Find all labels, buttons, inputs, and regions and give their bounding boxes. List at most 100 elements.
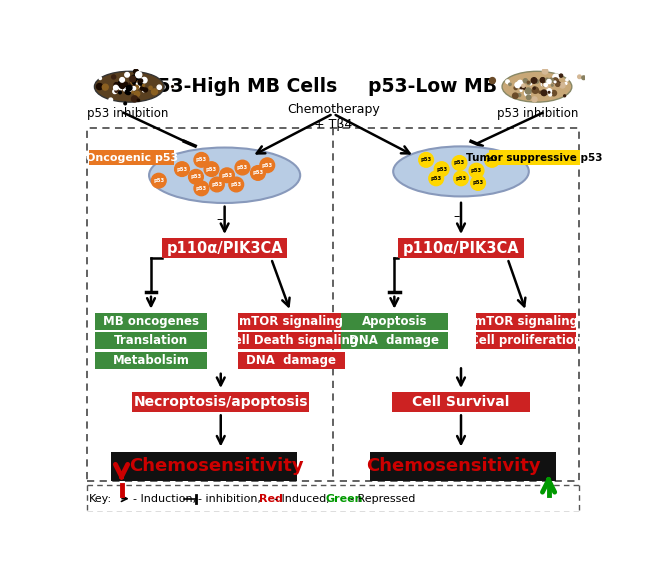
Circle shape: [506, 80, 510, 83]
Text: Cell proliferation: Cell proliferation: [470, 334, 582, 347]
Text: p53: p53: [211, 182, 222, 187]
Circle shape: [517, 81, 523, 86]
Circle shape: [551, 90, 556, 96]
Circle shape: [533, 87, 535, 89]
Circle shape: [547, 89, 552, 93]
Text: p53: p53: [454, 160, 465, 166]
Circle shape: [140, 78, 143, 81]
Bar: [392, 392, 530, 412]
Circle shape: [138, 79, 142, 83]
Circle shape: [140, 78, 143, 82]
Circle shape: [188, 170, 203, 184]
Circle shape: [546, 86, 548, 88]
Text: p53: p53: [473, 181, 484, 186]
Circle shape: [113, 90, 117, 94]
Text: Green: Green: [326, 494, 363, 504]
Circle shape: [515, 82, 520, 87]
Circle shape: [564, 95, 566, 97]
Circle shape: [204, 162, 219, 177]
Circle shape: [534, 87, 536, 89]
Text: Necroptosis/apoptosis: Necroptosis/apoptosis: [133, 396, 308, 409]
Circle shape: [260, 158, 274, 172]
Text: Cell Survival: Cell Survival: [412, 396, 510, 409]
Circle shape: [530, 83, 532, 85]
Circle shape: [99, 77, 101, 79]
Circle shape: [541, 83, 545, 86]
Text: Apoptosis: Apoptosis: [361, 315, 427, 328]
Circle shape: [485, 152, 499, 167]
Circle shape: [509, 83, 511, 86]
Circle shape: [122, 85, 124, 87]
Circle shape: [157, 85, 161, 89]
Circle shape: [452, 156, 467, 170]
Circle shape: [547, 79, 551, 83]
Bar: [95, 313, 207, 330]
Circle shape: [520, 85, 523, 89]
Circle shape: [554, 81, 556, 83]
Bar: [162, 239, 287, 258]
Circle shape: [194, 181, 209, 196]
Ellipse shape: [94, 71, 164, 102]
Text: –: –: [216, 213, 222, 227]
Bar: [489, 150, 580, 165]
Bar: [95, 351, 207, 369]
Circle shape: [124, 102, 127, 105]
Circle shape: [549, 91, 550, 93]
Bar: [370, 452, 556, 481]
Circle shape: [120, 78, 124, 82]
Circle shape: [553, 74, 559, 80]
Circle shape: [526, 95, 531, 99]
Circle shape: [551, 85, 553, 86]
Text: p53: p53: [252, 170, 263, 175]
Circle shape: [546, 91, 549, 93]
Text: p53: p53: [421, 158, 432, 162]
Circle shape: [175, 162, 189, 177]
Circle shape: [544, 83, 547, 86]
Circle shape: [543, 82, 547, 86]
Text: mTOR signaling: mTOR signaling: [239, 315, 343, 328]
Circle shape: [556, 82, 560, 86]
Text: p53: p53: [231, 182, 242, 187]
Circle shape: [144, 88, 148, 92]
Circle shape: [549, 93, 551, 96]
Circle shape: [149, 86, 152, 89]
Circle shape: [112, 75, 116, 79]
Circle shape: [124, 88, 127, 91]
Text: p53: p53: [456, 176, 467, 181]
Circle shape: [560, 83, 565, 88]
Ellipse shape: [149, 148, 300, 203]
Text: - Repressed: - Repressed: [350, 494, 415, 504]
Text: p53-High MB Cells: p53-High MB Cells: [144, 76, 337, 95]
Circle shape: [560, 74, 563, 77]
Circle shape: [151, 173, 166, 188]
Circle shape: [548, 90, 552, 94]
Bar: [111, 452, 296, 481]
Bar: [476, 332, 577, 349]
Circle shape: [131, 80, 135, 84]
Circle shape: [131, 96, 138, 102]
Bar: [398, 239, 524, 258]
Circle shape: [566, 79, 568, 81]
Circle shape: [565, 82, 567, 85]
Circle shape: [143, 90, 145, 92]
Text: Key:: Key:: [89, 494, 112, 504]
Circle shape: [523, 87, 525, 89]
Bar: [238, 351, 344, 369]
Text: Metabolsim: Metabolsim: [112, 354, 189, 366]
Text: –: –: [453, 210, 460, 223]
Circle shape: [539, 91, 541, 93]
Bar: [238, 313, 344, 330]
Circle shape: [130, 76, 136, 82]
Circle shape: [133, 81, 135, 84]
Text: p53: p53: [222, 172, 233, 178]
Text: p53: p53: [237, 165, 248, 170]
Circle shape: [523, 79, 527, 83]
Text: Tumor suppressive p53: Tumor suppressive p53: [467, 152, 603, 163]
Circle shape: [209, 177, 224, 192]
Circle shape: [122, 83, 125, 86]
Text: p53: p53: [262, 163, 273, 168]
Text: Chemotherapy
+ Tβ4: Chemotherapy + Tβ4: [287, 103, 380, 131]
Circle shape: [135, 83, 140, 89]
Circle shape: [119, 91, 122, 94]
Circle shape: [578, 75, 581, 79]
